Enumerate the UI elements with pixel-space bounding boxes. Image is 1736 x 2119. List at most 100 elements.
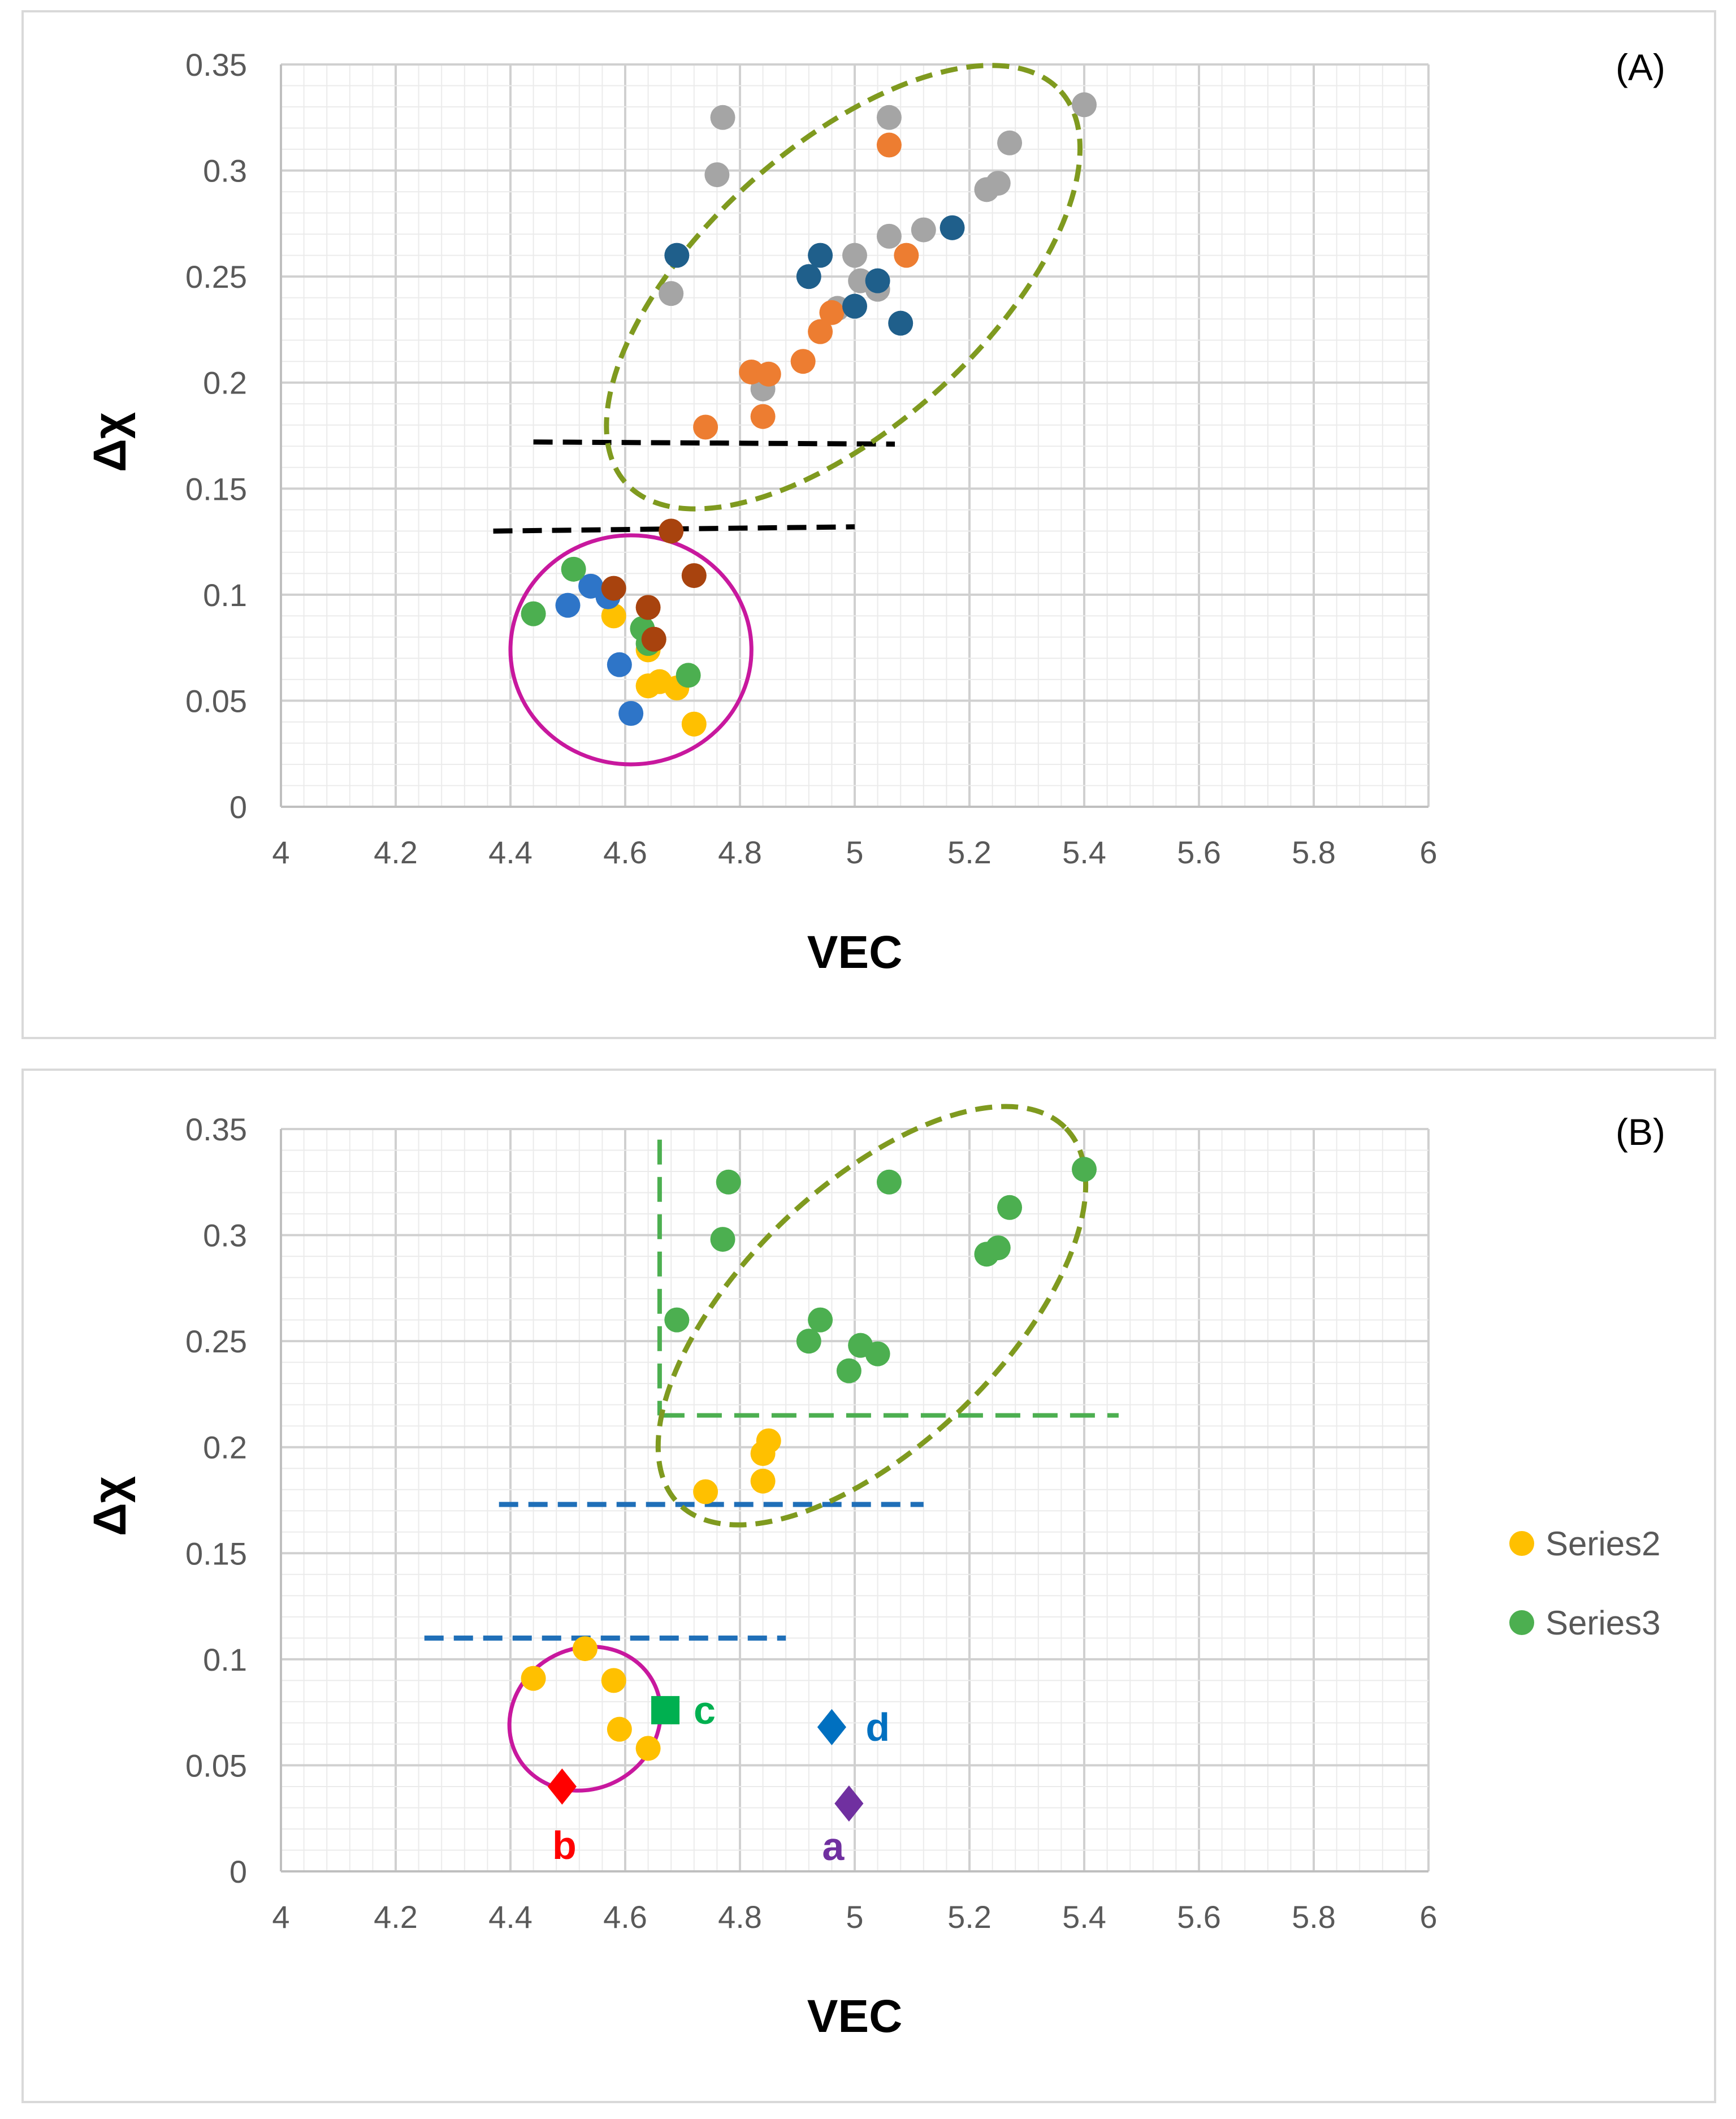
data-point	[664, 243, 690, 268]
y-tick-label: 0.35	[185, 47, 247, 83]
y-tick-label: 0.15	[185, 1536, 247, 1571]
marker-c-label: c	[694, 1688, 716, 1732]
data-point	[796, 1329, 821, 1354]
marker-b-diamond	[547, 1768, 577, 1805]
x-tick-label: 5.6	[1177, 834, 1221, 870]
marker-d-label: d	[865, 1705, 890, 1749]
x-tick-label: 5.2	[947, 1899, 992, 1935]
gridlines	[280, 63, 1430, 808]
x-tick-label: 5.8	[1292, 1899, 1336, 1935]
data-point	[997, 130, 1023, 155]
data-point	[704, 162, 730, 188]
data-point	[681, 563, 707, 589]
data-point	[836, 1358, 861, 1383]
y-tick-label: 0.25	[185, 1324, 247, 1359]
data-point	[693, 414, 718, 440]
x-tick-label: 5.4	[1062, 1899, 1106, 1935]
data-point	[842, 293, 867, 319]
data-point	[716, 1169, 741, 1195]
legend: Series2 Series3	[1509, 1525, 1660, 1642]
y-tick-label: 0.3	[203, 1218, 247, 1253]
series-series3	[664, 1157, 1097, 1383]
high-cluster-ellipse	[604, 63, 1083, 512]
data-point	[876, 1169, 902, 1195]
data-point	[808, 243, 833, 268]
y-tick-label: 0.15	[185, 471, 247, 507]
x-tick-label: 4.8	[718, 1899, 762, 1935]
marker-b-label: b	[552, 1823, 577, 1867]
data-point	[710, 1227, 735, 1252]
data-point	[521, 1666, 546, 1691]
x-tick-label: 4.6	[603, 834, 647, 870]
data-point	[808, 1307, 833, 1333]
data-point	[681, 711, 707, 737]
x-tick-label: 6	[1419, 1899, 1437, 1935]
data-point	[790, 349, 816, 374]
data-point	[601, 1668, 626, 1693]
y-tick-label: 0.05	[185, 1748, 247, 1783]
data-point	[607, 652, 632, 677]
y-tick-label: 0.2	[203, 365, 247, 401]
series-brown	[601, 518, 707, 652]
data-point	[607, 1716, 632, 1742]
scatter-chart-a: 4 4.2 4.4 4.6 4.8 5 5.2 5.4 5.6 5.8 6 0 0.05 0.1 0.15 0…	[84, 46, 1665, 978]
legend-swatch	[1509, 1531, 1534, 1556]
y-tick-label: 0.25	[185, 259, 247, 295]
chart-panel-a: 4 4.2 4.4 4.6 4.8 5 5.2 5.4 5.6 5.8 6 0 0.05 0.1 0.15 0…	[21, 10, 1716, 1039]
y-tick-label: 0.1	[203, 1642, 247, 1677]
y-tick-label: 0.2	[203, 1430, 247, 1465]
data-point	[756, 361, 781, 387]
data-point	[940, 215, 965, 240]
data-point	[750, 404, 776, 429]
y-axis-title: Δχ	[84, 412, 136, 472]
data-point	[659, 281, 684, 306]
data-point	[676, 663, 701, 688]
data-point	[1072, 1157, 1097, 1182]
marker-c-square	[651, 1696, 680, 1724]
x-tick-label: 4.6	[603, 1899, 647, 1935]
data-point	[876, 105, 902, 130]
x-tick-label: 5	[846, 834, 863, 870]
series-series2	[521, 1428, 781, 1761]
low-cluster-ellipse	[507, 1645, 663, 1793]
data-point	[985, 171, 1011, 196]
data-point	[601, 603, 626, 629]
y-tick-label: 0.1	[203, 577, 247, 613]
x-axis-title: VEC	[807, 1991, 903, 2042]
series-navy	[664, 215, 965, 336]
data-point	[796, 264, 821, 289]
marker-d-diamond	[817, 1709, 846, 1745]
x-tick-label: 5.8	[1292, 834, 1336, 870]
data-point	[997, 1195, 1023, 1220]
data-point	[641, 626, 666, 652]
data-point	[521, 601, 546, 626]
data-point	[664, 1307, 690, 1333]
x-tick-label: 6	[1419, 834, 1437, 870]
data-point	[865, 268, 890, 293]
panel-label: (A)	[1616, 46, 1665, 88]
data-point	[561, 556, 586, 582]
data-point	[635, 595, 661, 620]
gridlines	[280, 1128, 1430, 1872]
x-tick-label: 5	[846, 1899, 863, 1935]
x-tick-label: 5.2	[947, 834, 992, 870]
y-tick-label: 0	[230, 789, 247, 825]
data-point	[635, 1736, 661, 1761]
chart-panel-b: 4 4.2 4.4 4.6 4.8 5 5.2 5.4 5.6 5.8 6 0 0.05 0.1 0.15 0…	[21, 1069, 1716, 2103]
x-axis-title: VEC	[807, 927, 903, 978]
x-tick-label: 4	[272, 1899, 289, 1935]
legend-swatch	[1509, 1610, 1534, 1635]
data-point	[659, 518, 684, 544]
data-point	[985, 1235, 1011, 1261]
x-tick-label: 4.2	[374, 1899, 418, 1935]
panel-label: (B)	[1616, 1111, 1665, 1153]
y-axis-title: Δχ	[84, 1476, 136, 1536]
legend-label: Series3	[1545, 1604, 1660, 1642]
low-cluster-ellipse	[508, 533, 754, 767]
data-point	[865, 1341, 890, 1366]
data-point	[842, 243, 867, 268]
y-tick-label: 0.05	[185, 683, 247, 719]
x-tick-label: 4.4	[488, 834, 533, 870]
high-cluster-ellipse	[655, 1104, 1089, 1528]
data-point	[618, 700, 644, 726]
